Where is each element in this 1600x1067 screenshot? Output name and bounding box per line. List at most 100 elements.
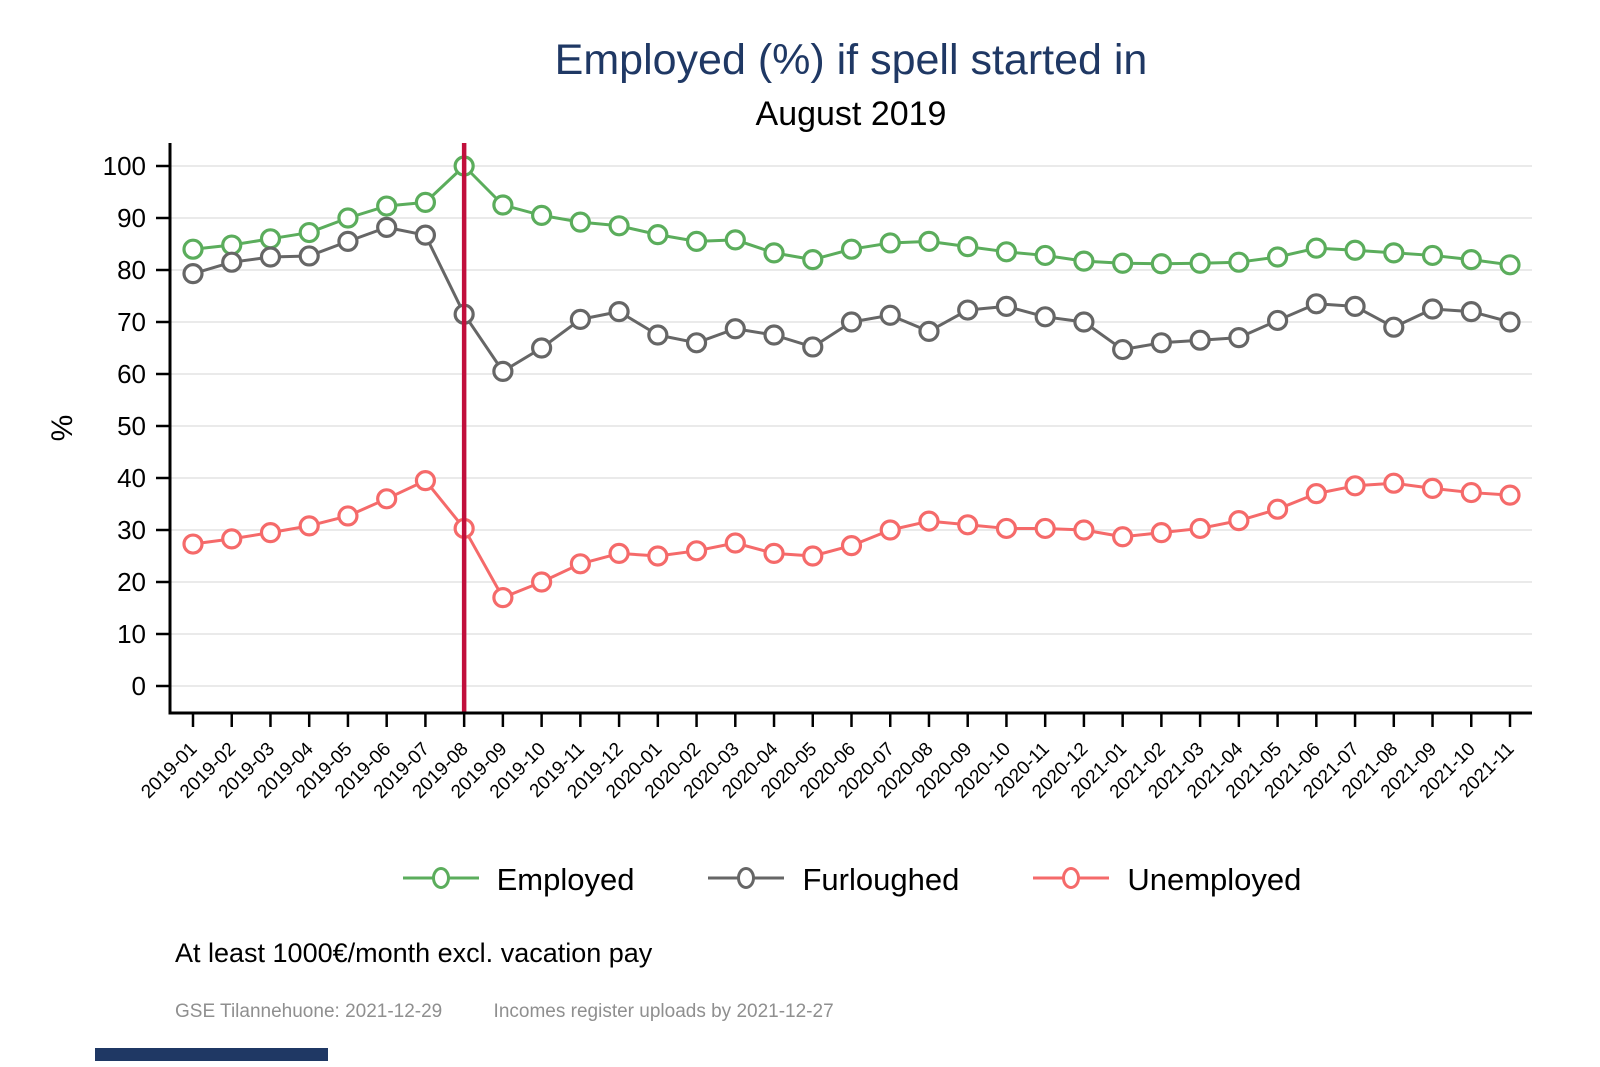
marker-unemployed-2019-06 — [376, 488, 398, 510]
marker-unemployed-2019-09 — [492, 587, 514, 609]
marker-employed-2021-06 — [1305, 237, 1327, 259]
y-tick-label: 90 — [117, 203, 146, 233]
marker-furloughed-2020-11 — [1034, 306, 1056, 328]
marker-furloughed-2021-02 — [1150, 332, 1172, 354]
marker-unemployed-2021-02 — [1150, 522, 1172, 544]
marker-furloughed-2019-03 — [259, 246, 282, 268]
marker-unemployed-2021-11 — [1499, 484, 1521, 506]
marker-unemployed-2021-01 — [1112, 526, 1134, 548]
plot-area: 0102030405060708090100%2019-012019-02201… — [46, 143, 1532, 803]
y-tick-label: 70 — [117, 307, 146, 337]
marker-furloughed-2021-06 — [1305, 293, 1327, 315]
marker-employed-2020-07 — [879, 232, 901, 254]
legend: Employed Furloughed Unemployed — [170, 862, 1532, 898]
marker-employed-2020-12 — [1073, 250, 1095, 272]
marker-furloughed-2020-10 — [995, 295, 1018, 317]
marker-furloughed-2021-11 — [1499, 311, 1521, 333]
y-tick-label: 30 — [117, 515, 146, 545]
marker-furloughed-2019-02 — [221, 251, 243, 273]
employed-line-swatch-icon — [401, 865, 481, 896]
marker-furloughed-2021-05 — [1266, 309, 1289, 332]
marker-furloughed-2021-07 — [1344, 295, 1366, 317]
marker-furloughed-2020-06 — [840, 311, 863, 333]
marker-unemployed-2020-05 — [802, 545, 824, 567]
y-tick-label: 80 — [117, 255, 146, 285]
marker-furloughed-2021-01 — [1112, 338, 1134, 361]
marker-unemployed-2020-03 — [724, 532, 746, 554]
marker-employed-2021-01 — [1112, 252, 1134, 274]
y-tick-label: 100 — [103, 151, 146, 181]
legend-label-employed: Employed — [496, 862, 635, 897]
legend-swatch-svg — [1033, 866, 1110, 889]
marker-furloughed-2019-05 — [337, 230, 359, 253]
marker-unemployed-2020-11 — [1034, 517, 1056, 540]
marker-employed-2019-06 — [376, 195, 398, 217]
marker-unemployed-2021-08 — [1383, 472, 1405, 494]
marker-unemployed-2019-02 — [221, 528, 243, 550]
marker-unemployed-2020-04 — [763, 542, 785, 564]
marker-furloughed-2021-10 — [1460, 301, 1482, 323]
y-tick-label: 20 — [117, 567, 146, 597]
marker-employed-2020-08 — [918, 230, 940, 253]
marker-employed-2019-01 — [182, 238, 204, 260]
marker-furloughed-2020-08 — [918, 320, 940, 342]
marker-employed-2021-02 — [1150, 253, 1172, 275]
legend-item-employed: Employed — [401, 862, 635, 898]
marker-employed-2021-03 — [1189, 252, 1211, 274]
marker-furloughed-2020-03 — [724, 318, 746, 340]
marker-unemployed-2020-06 — [840, 535, 863, 557]
marker-furloughed-2019-12 — [608, 301, 630, 323]
marker-employed-2020-01 — [647, 224, 669, 246]
marker-furloughed-2020-07 — [879, 304, 901, 326]
marker-employed-2021-05 — [1266, 246, 1289, 268]
marker-furloughed-2020-09 — [957, 299, 979, 321]
marker-furloughed-2019-06 — [376, 216, 398, 238]
marker-furloughed-2019-04 — [298, 245, 320, 267]
marker-unemployed-2021-10 — [1460, 481, 1482, 504]
marker-furloughed-2020-04 — [763, 324, 785, 346]
marker-unemployed-2019-03 — [259, 522, 282, 544]
y-tick-label: 60 — [117, 359, 146, 389]
source-left: GSE Tilannehuone: 2021-12-29 — [175, 1001, 443, 1022]
marker-furloughed-2019-11 — [569, 308, 591, 330]
source-right: Incomes register uploads by 2021-12-27 — [493, 1001, 834, 1022]
legend-swatch-svg — [402, 866, 479, 889]
marker-furloughed-2021-04 — [1228, 327, 1250, 349]
marker-employed-2020-11 — [1034, 244, 1056, 267]
marker-employed-2021-10 — [1460, 249, 1482, 271]
marker-employed-2019-11 — [569, 211, 591, 233]
source-line: GSE Tilannehuone: 2021-12-29 Incomes reg… — [175, 1001, 834, 1023]
marker-unemployed-2020-07 — [879, 519, 901, 541]
legend-swatch-svg — [708, 866, 785, 889]
marker-unemployed-2021-05 — [1266, 498, 1289, 520]
chart-note: At least 1000€/month excl. vacation pay — [175, 938, 653, 968]
brand-bar — [95, 1048, 328, 1061]
marker-unemployed-2019-10 — [531, 571, 553, 593]
marker-employed-2021-08 — [1383, 242, 1405, 264]
marker-employed-2020-09 — [957, 235, 979, 258]
y-tick-label: 10 — [117, 619, 146, 649]
marker-unemployed-2019-04 — [298, 515, 320, 537]
marker-employed-2019-04 — [298, 221, 320, 244]
marker-unemployed-2021-03 — [1189, 517, 1211, 540]
marker-unemployed-2020-01 — [647, 545, 669, 567]
marker-unemployed-2020-10 — [995, 517, 1018, 540]
y-tick-label: 50 — [117, 411, 146, 441]
legend-label-unemployed: Unemployed — [1127, 862, 1302, 897]
marker-employed-2019-05 — [337, 207, 359, 229]
marker-employed-2019-10 — [531, 204, 553, 227]
marker-furloughed-2020-05 — [802, 336, 824, 358]
marker-employed-2020-05 — [802, 249, 824, 271]
unemployed-line-swatch-icon — [1031, 865, 1111, 896]
marker-employed-2021-11 — [1499, 254, 1521, 276]
marker-furloughed-2021-08 — [1383, 316, 1405, 338]
marker-furloughed-2021-09 — [1421, 298, 1444, 320]
marker-furloughed-2021-03 — [1189, 329, 1211, 351]
furloughed-line-swatch-icon — [706, 865, 786, 896]
marker-employed-2019-03 — [259, 228, 282, 250]
marker-unemployed-2019-12 — [608, 542, 630, 564]
y-axis-title: % — [46, 415, 79, 442]
marker-unemployed-2020-02 — [685, 540, 708, 562]
legend-label-furloughed: Furloughed — [802, 862, 960, 897]
marker-employed-2020-03 — [724, 229, 746, 251]
